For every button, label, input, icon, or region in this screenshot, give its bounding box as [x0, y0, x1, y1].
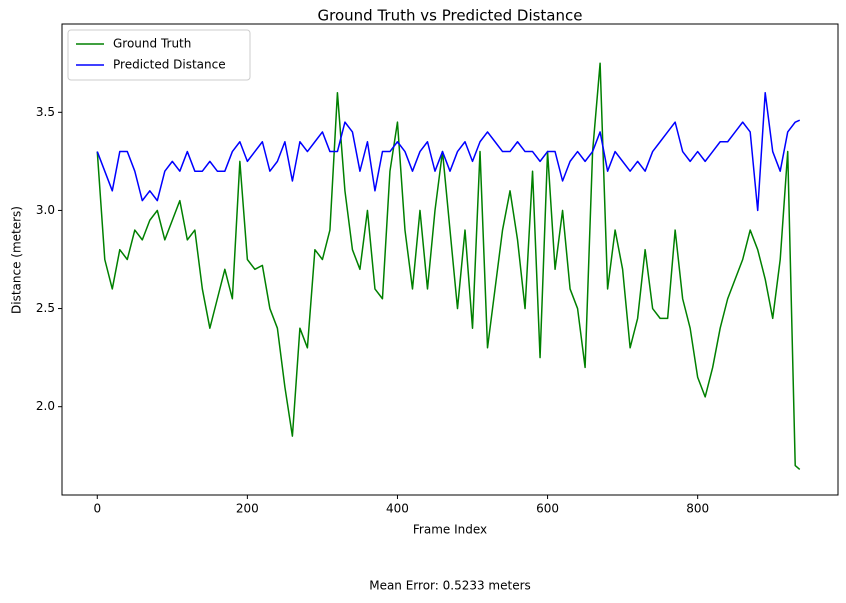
x-tick-label: 800	[686, 502, 709, 516]
legend-box	[67, 29, 251, 81]
x-axis-label: Frame Index	[413, 523, 487, 537]
x-tick-label: 0	[93, 502, 101, 516]
x-tick-label: 400	[386, 502, 409, 516]
legend-label: Ground Truth	[113, 37, 191, 51]
annotation: Mean Error: 0.5233 meters	[369, 579, 531, 593]
x-tick-label: 200	[236, 502, 259, 516]
data-line	[96, 91, 801, 212]
y-axis-label: Distance (meters)	[10, 206, 24, 314]
chart-title: Ground Truth vs Predicted Distance	[318, 7, 583, 25]
x-tick-label: 600	[536, 502, 559, 516]
y-tick-label: 3.5	[36, 105, 55, 119]
y-tick-label: 3.0	[36, 203, 55, 217]
data-line	[96, 62, 801, 471]
y-tick-label: 2.5	[36, 301, 55, 315]
legend-label: Predicted Distance	[113, 58, 226, 72]
plot-frame	[61, 23, 839, 496]
y-tick-label: 2.0	[36, 399, 55, 413]
